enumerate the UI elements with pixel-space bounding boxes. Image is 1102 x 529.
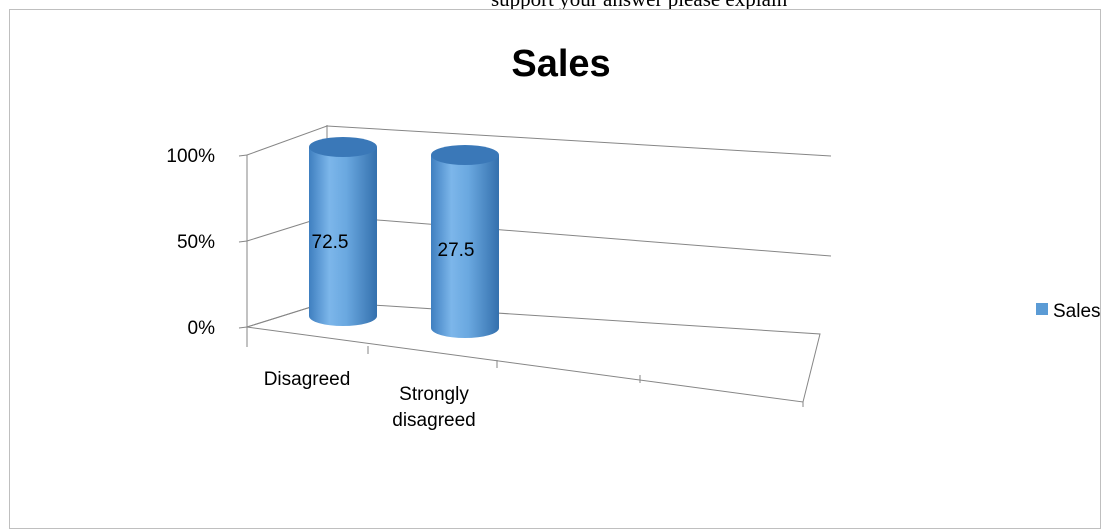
x-tick-label-1: Strongly disagreed bbox=[392, 384, 475, 431]
y-tick-label-100: 100% bbox=[166, 146, 215, 167]
chart-title: Sales bbox=[511, 43, 610, 85]
x-axis: Disagreed Strongly disagreed bbox=[264, 346, 641, 431]
cropped-heading-text: support your answer please explain bbox=[0, 0, 1102, 12]
x-tick-label-line: Disagreed bbox=[264, 369, 351, 390]
bar-top-1 bbox=[431, 145, 499, 165]
y-tick-label-50: 50% bbox=[177, 232, 215, 253]
legend-label-sales: Sales bbox=[1053, 301, 1101, 322]
chart-frame bbox=[9, 9, 1101, 529]
gridline-left-100 bbox=[246, 125, 328, 156]
x-tick-label-0: Disagreed bbox=[264, 369, 351, 390]
bar-top-0 bbox=[309, 137, 377, 157]
legend: Sales bbox=[1036, 301, 1101, 322]
bar-body-1 bbox=[431, 155, 499, 338]
y-tick-mark-0 bbox=[238, 326, 248, 329]
data-label-0: 72.5 bbox=[312, 232, 349, 253]
y-tick-mark-100 bbox=[238, 154, 248, 157]
bar-body-0 bbox=[309, 147, 377, 326]
gridline-back-100 bbox=[326, 125, 832, 157]
y-axis-ticks: 0% 50% 100% bbox=[166, 146, 215, 339]
bars: 72.5 27.5 bbox=[309, 137, 499, 338]
data-label-1: 27.5 bbox=[438, 240, 475, 261]
floor-outline bbox=[246, 301, 821, 403]
gridline-back-50 bbox=[326, 215, 832, 257]
bar-cylinder-0 bbox=[309, 137, 377, 326]
x-tick-label-line: disagreed bbox=[392, 410, 475, 431]
y-tick-label-0: 0% bbox=[188, 318, 216, 339]
x-tick-label-line: Strongly bbox=[399, 384, 469, 405]
legend-swatch-sales bbox=[1036, 303, 1048, 315]
y-tick-mark-50 bbox=[238, 240, 248, 243]
bar-cylinder-1 bbox=[431, 145, 499, 338]
cropped-heading: support your answer please explain bbox=[491, 0, 787, 12]
